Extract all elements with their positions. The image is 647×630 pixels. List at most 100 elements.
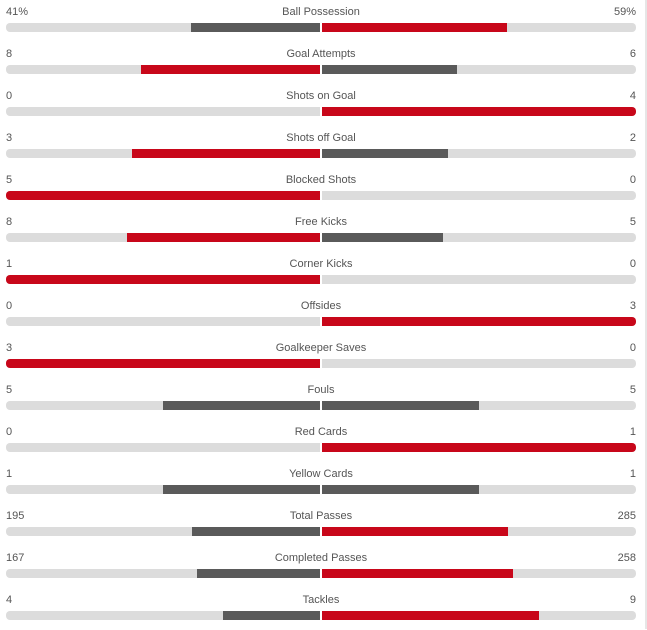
home-bar-track <box>6 611 320 620</box>
stat-name: Total Passes <box>289 510 353 522</box>
stat-name: Offsides <box>300 300 342 312</box>
home-value: 3 <box>6 342 13 354</box>
home-value: 0 <box>6 300 13 312</box>
stat-name: Yellow Cards <box>289 468 353 480</box>
away-value: 4 <box>629 90 636 102</box>
stat-bar <box>6 485 636 494</box>
away-bar-fill <box>322 317 636 326</box>
stat-name: Completed Passes <box>274 552 368 564</box>
home-bar-track <box>6 443 320 452</box>
away-value: 5 <box>629 216 636 228</box>
stat-labels: Completed Passes 167 258 <box>6 551 636 565</box>
home-bar-fill <box>6 359 320 368</box>
away-bar-fill <box>322 23 507 32</box>
stat-name: Goalkeeper Saves <box>275 342 367 354</box>
home-bar-track <box>6 359 320 368</box>
away-bar-fill <box>322 443 636 452</box>
away-bar-track <box>322 107 636 116</box>
away-bar-track <box>322 527 636 536</box>
away-bar-fill <box>322 107 636 116</box>
stat-bar <box>6 359 636 368</box>
away-bar-track <box>322 359 636 368</box>
stat-name: Ball Possession <box>282 6 360 18</box>
stat-name: Corner Kicks <box>289 258 353 270</box>
stat-row: Offsides 0 3 <box>0 294 647 336</box>
stat-labels: Offsides 0 3 <box>6 299 636 313</box>
stat-bar <box>6 611 636 620</box>
away-bar-fill <box>322 611 539 620</box>
stat-name: Blocked Shots <box>285 174 357 186</box>
stat-labels: Goalkeeper Saves 3 0 <box>6 341 636 355</box>
away-value: 258 <box>617 552 636 564</box>
away-bar-track <box>322 401 636 410</box>
away-value: 9 <box>629 594 636 606</box>
home-value: 5 <box>6 384 13 396</box>
home-bar-fill <box>192 527 320 536</box>
stat-labels: Red Cards 0 1 <box>6 425 636 439</box>
home-bar-fill <box>163 485 320 494</box>
stat-name: Free Kicks <box>295 216 347 228</box>
home-bar-track <box>6 107 320 116</box>
stat-labels: Yellow Cards 1 1 <box>6 467 636 481</box>
away-value: 3 <box>629 300 636 312</box>
stat-labels: Shots off Goal 3 2 <box>6 131 636 145</box>
stat-row: Tackles 4 9 <box>0 588 647 630</box>
stat-row: Fouls 5 5 <box>0 378 647 420</box>
stat-bar <box>6 527 636 536</box>
stat-row: Shots off Goal 3 2 <box>0 126 647 168</box>
stat-labels: Free Kicks 8 5 <box>6 215 636 229</box>
home-bar-fill <box>127 233 320 242</box>
home-bar-fill <box>163 401 320 410</box>
home-bar-fill <box>132 149 320 158</box>
home-bar-track <box>6 527 320 536</box>
away-bar-track <box>322 317 636 326</box>
away-bar-fill <box>322 233 443 242</box>
stat-bar <box>6 65 636 74</box>
stat-bar <box>6 569 636 578</box>
home-bar-track <box>6 317 320 326</box>
stat-labels: Corner Kicks 1 0 <box>6 257 636 271</box>
stat-labels: Ball Possession 41% 59% <box>6 5 636 19</box>
away-value: 6 <box>629 48 636 60</box>
home-value: 8 <box>6 216 13 228</box>
away-bar-track <box>322 233 636 242</box>
home-value: 5 <box>6 174 13 186</box>
stat-row: Red Cards 0 1 <box>0 420 647 462</box>
away-value: 1 <box>629 426 636 438</box>
stat-row: Total Passes 195 285 <box>0 504 647 546</box>
stat-labels: Goal Attempts 8 6 <box>6 47 636 61</box>
away-value: 5 <box>629 384 636 396</box>
stat-bar <box>6 401 636 410</box>
stat-labels: Blocked Shots 5 0 <box>6 173 636 187</box>
stat-row: Corner Kicks 1 0 <box>0 252 647 294</box>
stat-bar <box>6 275 636 284</box>
home-bar-fill <box>6 191 320 200</box>
away-value: 0 <box>629 174 636 186</box>
away-bar-fill <box>322 485 479 494</box>
away-bar-fill <box>322 401 479 410</box>
away-bar-track <box>322 275 636 284</box>
stat-name: Tackles <box>302 594 340 606</box>
stat-labels: Fouls 5 5 <box>6 383 636 397</box>
home-value: 3 <box>6 132 13 144</box>
away-bar-fill <box>322 527 508 536</box>
stat-name: Red Cards <box>294 426 348 438</box>
stat-bar <box>6 191 636 200</box>
away-bar-fill <box>322 149 448 158</box>
home-bar-fill <box>223 611 320 620</box>
home-bar-track <box>6 65 320 74</box>
stat-bar <box>6 107 636 116</box>
away-bar-track <box>322 191 636 200</box>
stat-labels: Shots on Goal 0 4 <box>6 89 636 103</box>
away-bar-track <box>322 611 636 620</box>
stat-bar <box>6 23 636 32</box>
stat-row: Free Kicks 8 5 <box>0 210 647 252</box>
home-value: 8 <box>6 48 13 60</box>
stat-name: Goal Attempts <box>286 48 356 60</box>
away-bar-track <box>322 485 636 494</box>
stat-labels: Total Passes 195 285 <box>6 509 636 523</box>
away-bar-track <box>322 149 636 158</box>
stat-row: Ball Possession 41% 59% <box>0 0 647 42</box>
home-bar-track <box>6 23 320 32</box>
stat-name: Fouls <box>307 384 335 396</box>
